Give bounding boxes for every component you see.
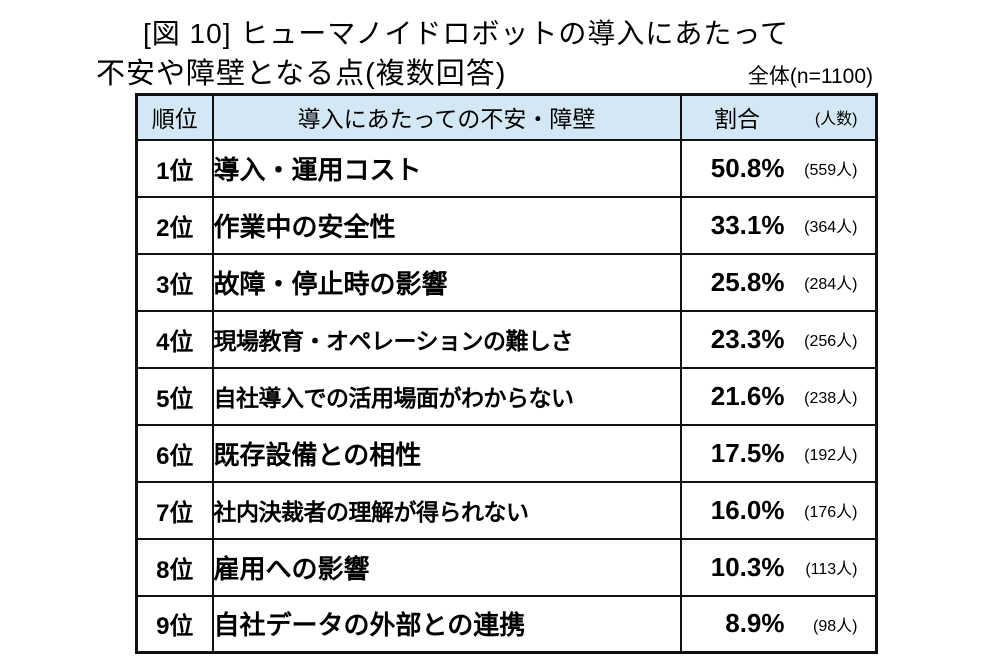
count-value: (559人) — [804, 162, 858, 179]
header-count: (人数) — [814, 111, 858, 129]
count-value: (256人) — [804, 333, 858, 350]
value-cell: 10.3% (113人) — [679, 537, 878, 597]
percent-value: 21.6% — [710, 380, 785, 411]
rank-cell: 8位 — [135, 537, 214, 597]
concern-cell: 自社導入での活用場面がわからない — [211, 366, 682, 426]
concern-cell: 自社データの外部との連携 — [211, 594, 682, 654]
table-row: 7位 社内決裁者の理解が得られない 16.0% (176人) — [135, 480, 878, 540]
rank-cell: 5位 — [135, 366, 214, 426]
concern-cell: 作業中の安全性 — [211, 195, 682, 255]
table-body: 1位 導入・運用コスト 50.8% (559人) 2位 作業中の安全性 33.1% (364人… — [135, 138, 878, 654]
concern-cell: 既存設備との相性 — [211, 423, 682, 483]
sample-size-label: 全体(n=1100) — [747, 65, 873, 88]
table-row: 5位 自社導入での活用場面がわからない 21.6% (238人) — [135, 366, 878, 426]
concern-cell: 雇用への影響 — [211, 537, 682, 597]
percent-value: 8.9% — [725, 608, 785, 639]
count-value: (98人) — [813, 617, 858, 635]
header-concern: 導入にあたっての不安・障壁 — [211, 93, 682, 141]
percent-value: 23.3% — [710, 323, 785, 354]
rank-cell: 3位 — [135, 252, 214, 312]
header-row: 順位 導入にあたっての不安・障壁 割合 (人数) — [135, 93, 878, 141]
value-cell: 17.5% (192人) — [679, 423, 878, 483]
table-row: 9位 自社データの外部との連携 8.9% (98人) — [135, 594, 878, 654]
count-value: (113人) — [805, 561, 858, 578]
percent-value: 25.8% — [710, 266, 785, 297]
table-row: 2位 作業中の安全性 33.1% (364人) — [135, 195, 878, 255]
percent-value: 10.3% — [710, 551, 785, 582]
table-row: 1位 導入・運用コスト 50.8% (559人) — [135, 138, 878, 198]
concern-cell: 現場教育・オペレーションの難しさ — [211, 309, 682, 369]
percent-value: 50.8% — [710, 152, 785, 183]
rank-cell: 4位 — [135, 309, 214, 369]
value-cell: 8.9% (98人) — [679, 594, 878, 654]
table-row: 3位 故障・停止時の影響 25.8% (284人) — [135, 252, 878, 312]
percent-value: 16.0% — [710, 494, 785, 525]
concern-cell: 社内決裁者の理解が得られない — [211, 480, 682, 540]
rank-cell: 1位 — [135, 138, 214, 198]
value-cell: 33.1% (364人) — [679, 195, 878, 255]
value-cell: 50.8% (559人) — [679, 138, 878, 198]
value-cell: 23.3% (256人) — [679, 309, 878, 369]
count-value: (284人) — [804, 276, 858, 293]
ranking-table: 順位 導入にあたっての不安・障壁 割合 (人数) 1位 導入・運用コスト 50.8%… — [135, 93, 878, 654]
table-row: 4位 現場教育・オペレーションの難しさ 23.3% (256人) — [135, 309, 878, 369]
table-row: 8位 雇用への影響 10.3% (113人) — [135, 537, 878, 597]
value-cell: 25.8% (284人) — [679, 252, 878, 312]
concern-cell: 故障・停止時の影響 — [211, 252, 682, 312]
count-value: (192人) — [804, 447, 858, 464]
header-rank: 順位 — [135, 93, 214, 141]
count-value: (238人) — [804, 390, 858, 407]
rank-cell: 2位 — [135, 195, 214, 255]
figure-title-line2: 不安や障壁となる点(複数回答) — [96, 58, 507, 90]
figure-title-line1: [図 10] ヒューマノイドロボットの導入にあたって — [143, 18, 790, 49]
value-cell: 16.0% (176人) — [679, 480, 878, 540]
concern-cell: 導入・運用コスト — [211, 138, 682, 198]
table-row: 6位 既存設備との相性 17.5% (192人) — [135, 423, 878, 483]
header-ratio-count: 割合 (人数) — [679, 93, 878, 141]
header-ratio: 割合 — [714, 106, 760, 133]
rank-cell: 7位 — [135, 480, 214, 540]
percent-value: 33.1% — [710, 209, 785, 240]
percent-value: 17.5% — [710, 437, 785, 468]
rank-cell: 9位 — [135, 594, 214, 654]
count-value: (364人) — [804, 219, 858, 236]
value-cell: 21.6% (238人) — [679, 366, 878, 426]
count-value: (176人) — [804, 504, 858, 521]
rank-cell: 6位 — [135, 423, 214, 483]
